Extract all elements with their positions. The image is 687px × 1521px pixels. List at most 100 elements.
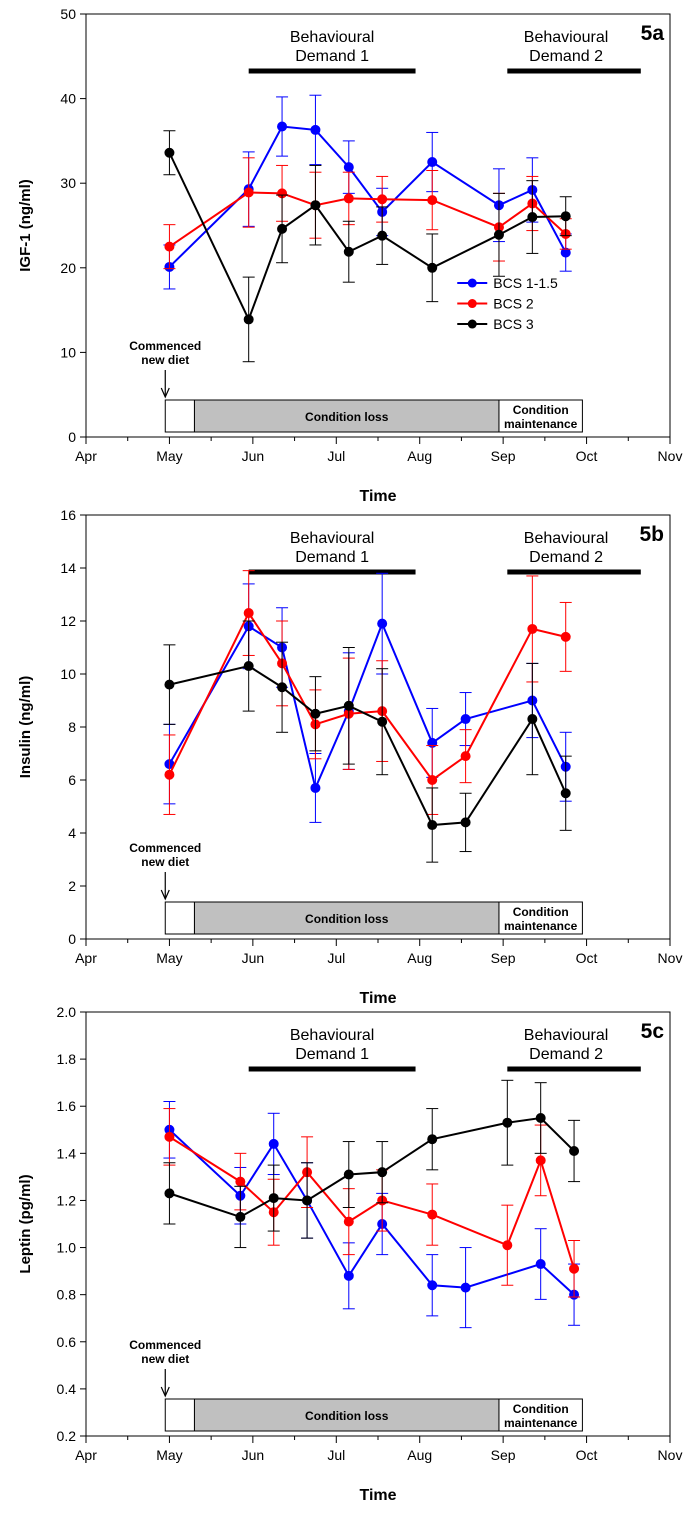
data-point xyxy=(343,1216,354,1227)
data-point xyxy=(493,229,504,240)
series-bcs-2 xyxy=(163,1108,581,1298)
series-bcs-3 xyxy=(163,620,572,863)
data-point xyxy=(427,1280,438,1291)
y-tick-label: 0.2 xyxy=(57,1428,77,1444)
annotation-line2: new diet xyxy=(141,353,189,367)
data-point xyxy=(243,314,254,325)
data-point xyxy=(535,1259,546,1270)
annotation-line2: new diet xyxy=(141,1352,189,1366)
data-point xyxy=(277,223,288,234)
data-point xyxy=(535,1155,546,1166)
x-tick-label: Apr xyxy=(75,950,97,966)
data-point xyxy=(535,1113,546,1123)
x-tick-label: May xyxy=(156,448,182,464)
chart-panel-5a: 0 10 20 30 40 50 Apr May Jun Jul Aug Sep Oct Nov IGF-1… xyxy=(17,6,682,505)
demand-label-line2: Demand 2 xyxy=(529,549,603,566)
demand-label-line1: Behavioural xyxy=(290,29,375,46)
data-point xyxy=(243,187,254,198)
phase-box-3 xyxy=(498,901,583,935)
series-bcs-1-1-5 xyxy=(163,1101,581,1329)
annotation-line1: Commenced xyxy=(129,841,201,855)
phase-label-line1: Condition xyxy=(513,905,569,919)
demand-label-line1: Behavioural xyxy=(524,1027,609,1044)
data-point xyxy=(268,1138,279,1149)
demand-label-line2: Demand 2 xyxy=(529,48,603,65)
x-tick-label: Oct xyxy=(576,950,598,966)
demand-label-line1: Behavioural xyxy=(524,29,609,46)
data-point xyxy=(502,1240,513,1251)
phase-label-line2: maintenance xyxy=(504,1416,578,1430)
data-point xyxy=(164,241,175,252)
x-tick-label: Aug xyxy=(407,1447,432,1463)
series-line xyxy=(168,191,567,248)
y-tick-label: 1.4 xyxy=(57,1145,77,1161)
y-tick-label: 10 xyxy=(60,344,76,360)
data-point xyxy=(377,1167,388,1178)
y-tick-label: 0 xyxy=(68,429,76,445)
legend-swatch-marker xyxy=(467,278,477,288)
x-tick-label: May xyxy=(156,950,182,966)
data-point xyxy=(527,623,538,634)
data-point xyxy=(343,246,354,257)
x-axis-title: Time xyxy=(359,990,396,1007)
x-tick-label: Oct xyxy=(576,448,598,464)
annotation-line1: Commenced xyxy=(129,1338,201,1352)
series-bcs-3 xyxy=(163,130,572,363)
data-point xyxy=(235,1176,246,1187)
plot-frame xyxy=(85,13,671,438)
y-tick-label: 0.4 xyxy=(57,1381,77,1397)
data-point xyxy=(527,212,538,223)
annotation-line1: Commenced xyxy=(129,339,201,353)
series-line xyxy=(168,620,567,792)
data-point xyxy=(310,708,321,719)
y-tick-label: 50 xyxy=(60,6,76,22)
series-bcs-1-1-5 xyxy=(163,94,572,290)
demand-label-line2: Demand 1 xyxy=(295,48,369,65)
x-tick-label: Nov xyxy=(658,448,683,464)
data-point xyxy=(560,211,571,222)
data-point xyxy=(460,714,471,725)
phase-label-line1: Condition xyxy=(513,403,569,417)
y-axis-title: Leptin (pg/ml) xyxy=(17,1174,34,1273)
y-tick-label: 2 xyxy=(68,878,76,894)
series-line xyxy=(168,125,567,268)
x-tick-label: Nov xyxy=(658,950,683,966)
x-tick-label: Jul xyxy=(327,950,345,966)
x-axis-title: Time xyxy=(359,488,396,505)
y-tick-label: 0.6 xyxy=(57,1334,77,1350)
annotation-arrow-head xyxy=(160,387,170,399)
data-point xyxy=(310,782,321,793)
data-point xyxy=(427,262,438,273)
y-tick-label: 8 xyxy=(68,719,76,735)
data-point xyxy=(460,1282,471,1293)
x-tick-label: Jun xyxy=(242,448,265,464)
data-point xyxy=(302,1195,313,1206)
y-tick-label: 1.6 xyxy=(57,1098,77,1114)
data-point xyxy=(164,679,175,690)
data-point xyxy=(427,195,438,206)
y-axis-title: IGF-1 (ng/ml) xyxy=(17,179,34,272)
y-tick-label: 0 xyxy=(68,931,76,947)
data-point xyxy=(343,1270,354,1281)
data-point xyxy=(569,1145,580,1156)
series-line xyxy=(169,664,567,827)
phase-box-2 xyxy=(193,399,500,433)
data-point xyxy=(377,618,388,629)
series-bcs-2 xyxy=(163,570,572,815)
legend-entry: BCS 3 xyxy=(493,316,534,332)
x-tick-label: Sep xyxy=(491,448,516,464)
x-tick-label: Jun xyxy=(242,1447,265,1463)
data-point xyxy=(560,788,571,799)
chart-panel-5b: 0 2 4 6 8 10 12 14 16 Apr May Jun Jul Aug Sep Oct Nov Ins… xyxy=(17,507,682,1007)
y-tick-label: 40 xyxy=(60,91,76,107)
data-point xyxy=(164,1188,175,1199)
y-tick-label: 0.8 xyxy=(57,1287,77,1303)
data-point xyxy=(377,194,388,205)
series-bcs-1-1-5 xyxy=(163,572,572,823)
x-tick-label: Sep xyxy=(491,1447,516,1463)
data-point xyxy=(427,775,438,785)
phase-box-2 xyxy=(193,1398,500,1432)
data-point xyxy=(502,1117,513,1128)
x-tick-label: Nov xyxy=(658,1447,683,1463)
